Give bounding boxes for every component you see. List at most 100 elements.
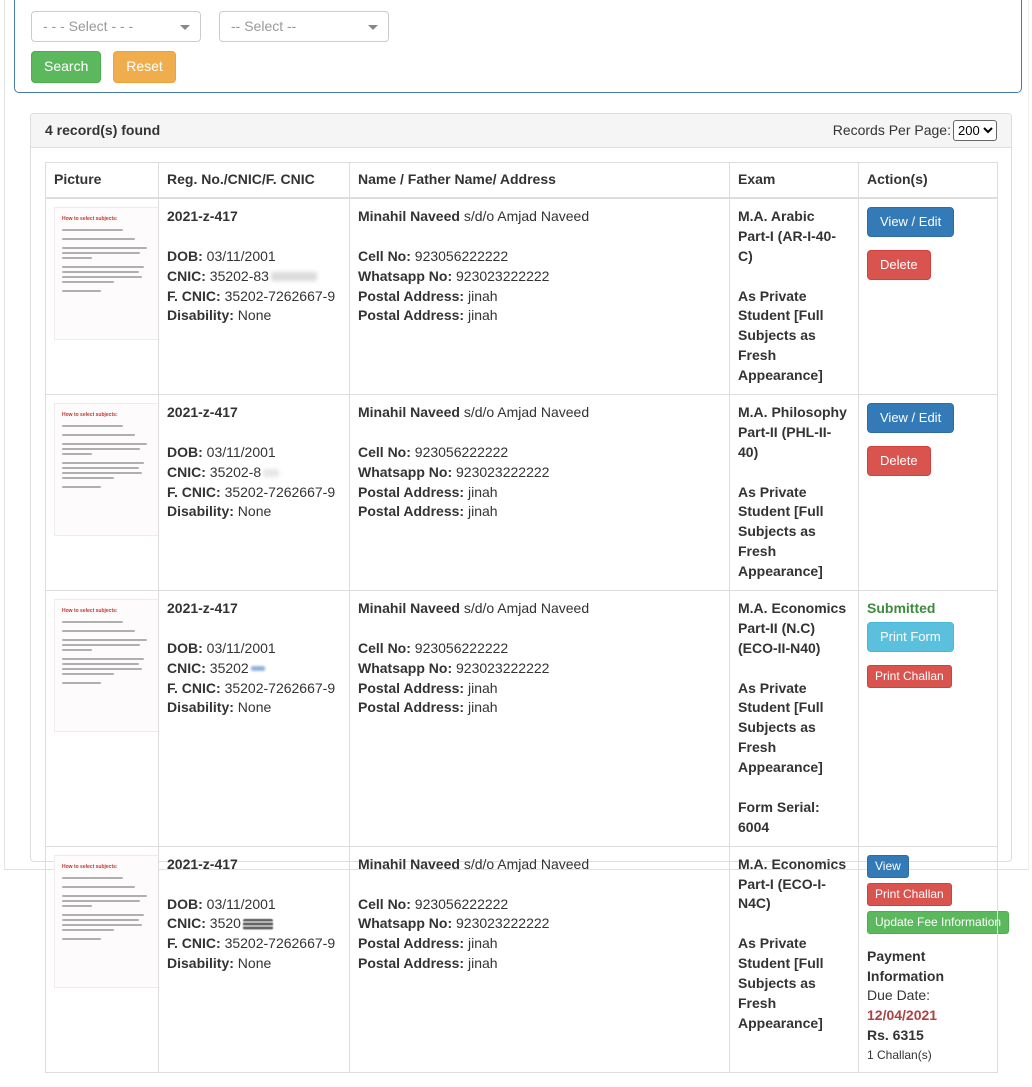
registration-number: 2021-z-417 (167, 599, 238, 616)
thumbnail-text-lines (62, 620, 151, 691)
student-document-thumbnail[interactable]: How to select subjects: (54, 598, 159, 732)
view-edit-button[interactable]: View / Edit (867, 402, 955, 434)
delete-button[interactable]: Delete (867, 250, 931, 281)
table-header-row: Picture Reg. No./CNIC/F. CNIC Name / Fat… (45, 161, 998, 199)
postal-address-line: Postal Address: jinah (358, 287, 498, 304)
exam-cell: M.A. Philosophy Part-II (PHL-II-40) As P… (729, 393, 859, 591)
thumbnail-text-lines (62, 424, 151, 495)
exam-cell: M.A. Arabic Part-I (AR-I-40-C) As Privat… (729, 197, 859, 395)
delete-button[interactable]: Delete (867, 446, 931, 477)
records-per-page-select[interactable]: 200 (953, 120, 997, 141)
reg-cnic-cell: 2021-z-417 DOB: 03/11/2001 CNIC: 35202-8… (158, 197, 350, 395)
postal-address-line: Postal Address: jinah (358, 483, 498, 500)
thumbnail-title: How to select subjects: (62, 863, 118, 870)
postal-address-line: Postal Address: jinah (358, 679, 498, 696)
filter-select-1-value: - - - Select - - - (43, 17, 134, 34)
cnic-redaction-mark (263, 468, 280, 477)
disability-line: Disability: None (167, 503, 272, 520)
student-name-line: Minahil Naveed s/d/o Amjad Naveed (358, 403, 590, 420)
column-header-reg-cnic: Reg. No./CNIC/F. CNIC (158, 161, 350, 199)
name-address-cell: Minahil Naveed s/d/o Amjad Naveed Cell N… (349, 393, 730, 591)
cell-no-line: Cell No: 923056222222 (358, 443, 509, 460)
student-document-thumbnail[interactable]: How to select subjects: (54, 402, 159, 536)
exam-title: M.A. Economics Part-II (N.C) (ECO-II-N40… (738, 599, 847, 656)
student-document-thumbnail[interactable]: How to select subjects: (54, 854, 159, 988)
thumbnail-text-lines (62, 228, 151, 299)
exam-mode: As Private Student [Full Subjects as Fre… (738, 287, 824, 384)
reg-cnic-cell: 2021-z-417 DOB: 03/11/2001 CNIC: 3520 F.… (158, 845, 350, 1074)
disability-line: Disability: None (167, 955, 272, 972)
whatsapp-line: Whatsapp No: 923023222222 (358, 463, 550, 480)
postal-address-line: Postal Address: jinah (358, 935, 498, 952)
exam-mode: As Private Student [Full Subjects as Fre… (738, 679, 824, 776)
father-cnic-line: F. CNIC: 35202-7262667-9 (167, 483, 336, 500)
cnic-redaction-mark (250, 666, 265, 672)
search-button[interactable]: Search (31, 51, 102, 83)
disability-line: Disability: None (167, 307, 272, 324)
whatsapp-line: Whatsapp No: 923023222222 (358, 659, 550, 676)
records-per-page: Records Per Page: 200 (833, 120, 997, 141)
due-date-value: 12/04/2021 (867, 1007, 938, 1024)
view-button[interactable]: View (867, 854, 909, 878)
records-panel-body: Picture Reg. No./CNIC/F. CNIC Name / Fat… (31, 148, 1011, 1087)
postal-address-line: Postal Address: jinah (358, 503, 498, 520)
postal-address-line: Postal Address: jinah (358, 307, 498, 324)
column-header-exam: Exam (729, 161, 859, 199)
father-cnic-line: F. CNIC: 35202-7262667-9 (167, 679, 336, 696)
thumbnail-title: How to select subjects: (62, 411, 118, 418)
view-edit-button[interactable]: View / Edit (867, 206, 955, 238)
whatsapp-line: Whatsapp No: 923023222222 (358, 915, 550, 932)
picture-cell: How to select subjects: (45, 197, 159, 395)
records-panel: 4 record(s) found Records Per Page: 200 … (30, 113, 1012, 1074)
exam-cell: M.A. Economics Part-I (ECO-I-N4C) As Pri… (729, 845, 859, 1074)
column-header-actions: Action(s) (858, 161, 998, 199)
dob-line: DOB: 03/11/2001 (167, 443, 276, 460)
records-panel-header: 4 record(s) found Records Per Page: 200 (31, 114, 1011, 148)
cnic-redaction-mark (242, 919, 273, 931)
table-row: How to select subjects: 2021-z-417 DOB: … (45, 393, 998, 591)
filter-select-2-value: -- Select -- (231, 17, 297, 34)
disability-line: Disability: None (167, 699, 272, 716)
student-name-line: Minahil Naveed s/d/o Amjad Naveed (358, 855, 590, 872)
actions-cell: Submitted Print Form Print Challan (858, 589, 998, 847)
records-per-page-label: Records Per Page: (832, 121, 951, 138)
record-count: 4 record(s) found (45, 121, 161, 138)
cnic-redaction-mark (270, 272, 317, 282)
update-fee-information-button[interactable]: Update Fee Information (867, 910, 1010, 934)
payment-amount: Rs. 6315 (867, 1027, 924, 1044)
records-table: Picture Reg. No./CNIC/F. CNIC Name / Fat… (45, 161, 1010, 1074)
column-header-name: Name / Father Name/ Address (349, 161, 730, 199)
filter-select-1[interactable]: - - - Select - - - (31, 11, 201, 42)
registration-number: 2021-z-417 (167, 855, 238, 872)
reset-button[interactable]: Reset (113, 51, 176, 83)
cell-no-line: Cell No: 923056222222 (358, 247, 509, 264)
form-serial: Form Serial: 6004 (738, 798, 820, 835)
table-row: How to select subjects: 2021-z-417 DOB: … (45, 845, 1010, 1074)
chevron-down-icon (368, 25, 378, 30)
whatsapp-line: Whatsapp No: 923023222222 (358, 267, 550, 284)
exam-cell: M.A. Economics Part-II (N.C) (ECO-II-N40… (729, 589, 859, 847)
registration-number: 2021-z-417 (167, 207, 238, 224)
postal-address-line: Postal Address: jinah (358, 699, 498, 716)
print-form-button[interactable]: Print Form (867, 621, 954, 652)
exam-title: M.A. Philosophy Part-II (PHL-II-40) (738, 403, 847, 460)
print-challan-button[interactable]: Print Challan (867, 882, 952, 906)
exam-title: M.A. Arabic Part-I (AR-I-40-C) (738, 207, 837, 264)
cnic-line: CNIC: 35202-8 (167, 463, 341, 483)
dob-line: DOB: 03/11/2001 (167, 247, 276, 264)
filter-select-2[interactable]: -- Select -- (219, 11, 389, 42)
name-address-cell: Minahil Naveed s/d/o Amjad Naveed Cell N… (349, 589, 730, 847)
exam-mode: As Private Student [Full Subjects as Fre… (738, 935, 824, 1031)
thumbnail-title: How to select subjects: (62, 215, 118, 222)
thumbnail-title: How to select subjects: (62, 607, 118, 614)
actions-cell: View / Edit Delete (858, 393, 998, 591)
picture-cell: How to select subjects: (45, 393, 159, 591)
due-date-line: Due Date: 12/04/2021 (867, 987, 938, 1024)
dob-line: DOB: 03/11/2001 (167, 895, 276, 912)
student-name-line: Minahil Naveed s/d/o Amjad Naveed (358, 599, 590, 616)
actions-cell: View Print Challan Update Fee Information P… (858, 845, 1010, 1074)
cnic-line: CNIC: 35202 (167, 659, 341, 679)
payment-information-heading: Payment Information (867, 947, 944, 984)
print-challan-button[interactable]: Print Challan (867, 665, 952, 688)
student-document-thumbnail[interactable]: How to select subjects: (54, 206, 159, 340)
